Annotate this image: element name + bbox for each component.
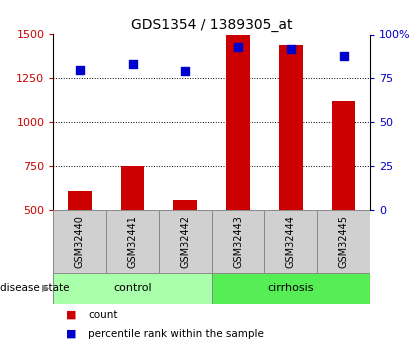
Text: count: count — [88, 310, 118, 320]
Bar — [226, 34, 250, 298]
Text: GSM32441: GSM32441 — [127, 215, 138, 268]
Bar — [173, 200, 197, 298]
Text: ■: ■ — [66, 329, 76, 339]
Bar — [332, 101, 356, 298]
Bar — [68, 191, 92, 298]
Text: percentile rank within the sample: percentile rank within the sample — [88, 329, 264, 339]
Text: cirrhosis: cirrhosis — [268, 283, 314, 293]
Point — [340, 53, 347, 58]
Bar — [279, 45, 302, 298]
Text: GSM32443: GSM32443 — [233, 215, 243, 268]
Bar — [212, 210, 264, 273]
Title: GDS1354 / 1389305_at: GDS1354 / 1389305_at — [131, 18, 292, 32]
Bar — [53, 210, 106, 273]
Text: ■: ■ — [66, 310, 76, 320]
Point — [182, 69, 189, 74]
Point — [129, 62, 136, 67]
Bar — [264, 210, 317, 273]
Bar — [53, 273, 212, 304]
Text: GSM32445: GSM32445 — [339, 215, 349, 268]
Bar — [317, 210, 370, 273]
Text: GSM32442: GSM32442 — [180, 215, 190, 268]
Point — [287, 46, 294, 51]
Text: control: control — [113, 283, 152, 293]
Text: disease state: disease state — [0, 283, 69, 293]
Bar — [159, 210, 212, 273]
Bar — [121, 166, 144, 298]
Text: GSM32444: GSM32444 — [286, 215, 296, 268]
Text: ▶: ▶ — [42, 283, 49, 293]
Point — [235, 44, 241, 50]
Text: GSM32440: GSM32440 — [75, 215, 85, 268]
Bar — [106, 210, 159, 273]
Bar — [212, 273, 370, 304]
Point — [76, 67, 83, 72]
